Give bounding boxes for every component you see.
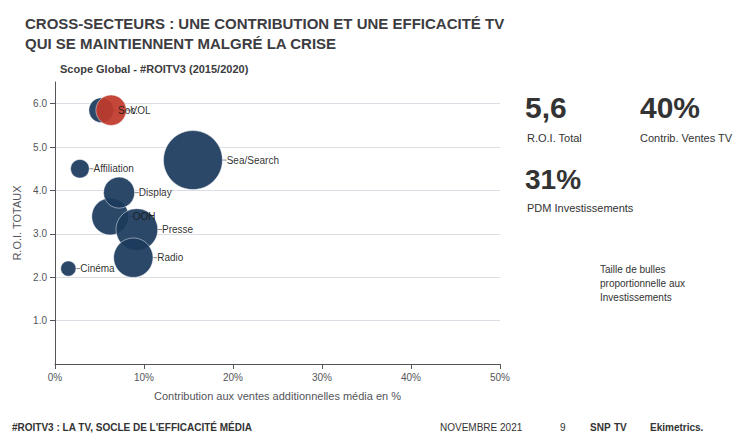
- svg-text:Taille de bulles: Taille de bulles: [600, 264, 666, 275]
- svg-text:30%: 30%: [312, 372, 332, 383]
- svg-text:40%: 40%: [640, 91, 700, 124]
- svg-text:TV: TV: [614, 422, 627, 433]
- svg-text:1.0: 1.0: [33, 315, 47, 326]
- svg-text:5.0: 5.0: [33, 142, 47, 153]
- svg-text:proportionnelle aux: proportionnelle aux: [600, 278, 685, 289]
- svg-text:6.0: 6.0: [33, 98, 47, 109]
- svg-text:10%: 10%: [134, 372, 154, 383]
- svg-text:PDM Investissements: PDM Investissements: [527, 202, 634, 214]
- svg-text:Contrib. Ventes TV: Contrib. Ventes TV: [640, 132, 733, 144]
- svg-text:SNP: SNP: [590, 422, 611, 433]
- svg-text:Affiliation: Affiliation: [93, 163, 133, 174]
- svg-text:3.0: 3.0: [33, 228, 47, 239]
- svg-text:40%: 40%: [401, 372, 421, 383]
- svg-text:2.0: 2.0: [33, 272, 47, 283]
- svg-text:Cinéma: Cinéma: [80, 263, 115, 274]
- svg-text:9: 9: [560, 422, 566, 433]
- svg-text:Radio: Radio: [157, 252, 184, 263]
- svg-text:4.0: 4.0: [33, 185, 47, 196]
- svg-text:R.O.I. Total: R.O.I. Total: [527, 132, 582, 144]
- svg-text:CROSS-SECTEURS : UNE CONTRIBUT: CROSS-SECTEURS : UNE CONTRIBUTION ET UNE…: [25, 15, 504, 32]
- svg-text:5,6: 5,6: [525, 91, 567, 124]
- svg-text:VOL: VOL: [131, 105, 151, 116]
- svg-text:50%: 50%: [490, 372, 510, 383]
- svg-text:R.O.I. TOTAUX: R.O.I. TOTAUX: [11, 185, 23, 261]
- svg-text:Sea/Search: Sea/Search: [227, 155, 279, 166]
- svg-text:NOVEMBRE 2021: NOVEMBRE 2021: [440, 422, 523, 433]
- svg-text:Ekimetrics.: Ekimetrics.: [650, 422, 704, 433]
- svg-text:Display: Display: [139, 187, 172, 198]
- svg-text:20%: 20%: [223, 372, 243, 383]
- svg-text:Presse: Presse: [162, 224, 194, 235]
- svg-text:OOH: OOH: [133, 211, 156, 222]
- svg-text:Soc.: Soc.: [118, 104, 138, 116]
- svg-text:Investissements: Investissements: [600, 292, 672, 303]
- svg-text:#ROITV3 : LA TV, SOCLE DE L'EF: #ROITV3 : LA TV, SOCLE DE L'EFFICACITÉ M…: [12, 421, 252, 433]
- svg-text:31%: 31%: [525, 164, 581, 195]
- svg-text:Scope Global - #ROITV3 (2015/2: Scope Global - #ROITV3 (2015/2020): [60, 63, 249, 75]
- svg-text:Contribution aux ventes additi: Contribution aux ventes additionnelles m…: [154, 390, 401, 402]
- svg-text:0%: 0%: [48, 372, 63, 383]
- svg-text:QUI SE MAINTIENNENT MALGRÉ LA: QUI SE MAINTIENNENT MALGRÉ LA CRISE: [25, 35, 336, 52]
